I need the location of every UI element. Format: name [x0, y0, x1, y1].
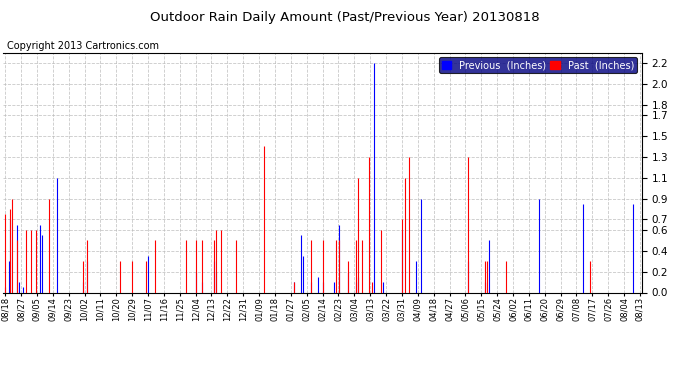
Text: Outdoor Rain Daily Amount (Past/Previous Year) 20130818: Outdoor Rain Daily Amount (Past/Previous… — [150, 11, 540, 24]
Legend: Previous  (Inches), Past  (Inches): Previous (Inches), Past (Inches) — [439, 57, 637, 73]
Text: Copyright 2013 Cartronics.com: Copyright 2013 Cartronics.com — [7, 41, 159, 51]
